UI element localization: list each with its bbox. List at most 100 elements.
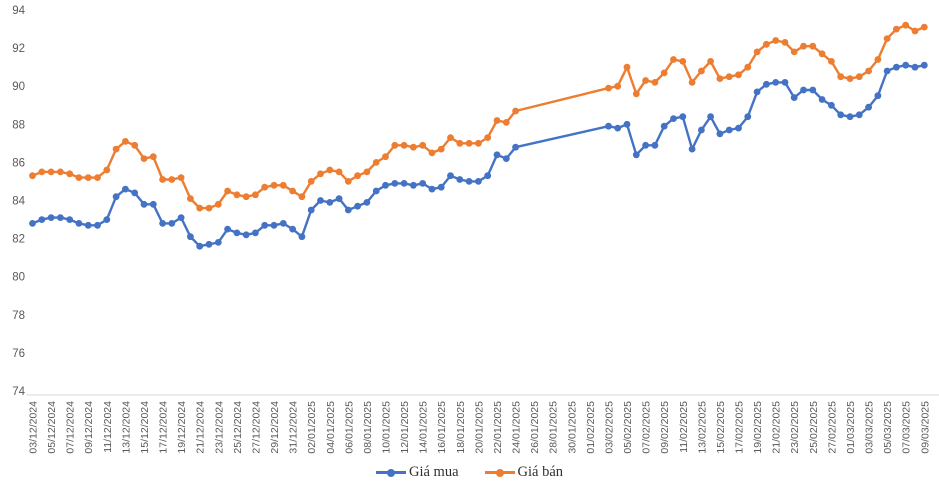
data-point-marker-gia-ban xyxy=(493,117,501,124)
data-point-marker-gia-mua xyxy=(261,221,269,229)
data-point-marker-gia-ban xyxy=(382,153,389,161)
data-point-marker-gia-mua xyxy=(298,233,306,241)
data-point-marker-gia-ban xyxy=(893,25,900,33)
legend-dot-blue xyxy=(386,468,395,477)
y-axis-tick-label: 82 xyxy=(12,234,25,246)
x-axis-tick-label: 03/12/2024 xyxy=(28,401,40,454)
data-point-marker-gia-mua xyxy=(828,101,835,109)
data-point-marker-gia-mua xyxy=(632,151,640,159)
x-axis-tick-label: 05/12/2024 xyxy=(46,401,58,454)
data-point-marker-gia-ban xyxy=(642,77,649,84)
data-point-marker-gia-mua xyxy=(902,61,910,69)
data-point-marker-gia-ban xyxy=(716,75,724,82)
data-point-marker-gia-ban xyxy=(233,191,241,199)
data-point-marker-gia-mua xyxy=(382,181,389,189)
data-point-marker-gia-mua xyxy=(484,172,492,180)
data-point-marker-gia-ban xyxy=(177,174,185,182)
data-point-marker-gia-ban xyxy=(38,168,46,176)
data-point-marker-gia-ban xyxy=(149,153,157,161)
x-axis-tick-label: 20/01/2025 xyxy=(473,401,485,454)
data-point-marker-gia-ban xyxy=(484,134,492,142)
x-axis-tick-label: 19/02/2025 xyxy=(752,401,764,454)
data-point-marker-gia-ban xyxy=(707,58,714,65)
data-point-marker-gia-mua xyxy=(84,221,92,229)
data-point-marker-gia-ban xyxy=(790,48,798,56)
x-axis-tick-label: 25/02/2025 xyxy=(808,401,820,454)
data-point-marker-gia-mua xyxy=(103,216,111,224)
data-point-marker-gia-ban xyxy=(122,138,129,145)
data-point-marker-gia-mua xyxy=(725,126,733,134)
x-axis-tick-label: 07/12/2024 xyxy=(65,401,77,454)
data-point-marker-gia-ban xyxy=(94,174,101,182)
data-point-marker-gia-ban xyxy=(763,40,770,48)
data-point-marker-gia-mua xyxy=(112,193,120,201)
y-axis-tick-label: 90 xyxy=(12,81,25,93)
x-axis-tick-label: 08/01/2025 xyxy=(362,401,374,454)
data-point-marker-gia-mua xyxy=(865,103,872,111)
data-point-marker-gia-ban xyxy=(205,204,213,212)
x-axis-tick-label: 03/02/2025 xyxy=(603,401,615,454)
data-point-marker-gia-mua xyxy=(187,233,194,241)
data-point-marker-gia-ban xyxy=(837,73,845,81)
data-point-marker-gia-mua xyxy=(335,195,343,203)
x-axis-tick-label: 14/01/2025 xyxy=(418,401,430,454)
data-point-marker-gia-mua xyxy=(140,200,148,208)
legend-line-marker-orange xyxy=(484,468,515,477)
data-point-marker-gia-mua xyxy=(326,199,334,206)
data-point-marker-gia-mua xyxy=(502,155,510,163)
data-point-marker-gia-mua xyxy=(614,124,622,132)
data-point-marker-gia-mua xyxy=(493,151,501,159)
x-axis-tick-label: 04/01/2025 xyxy=(325,401,337,454)
data-point-marker-gia-mua xyxy=(233,229,241,237)
data-point-marker-gia-mua xyxy=(196,242,204,250)
x-axis-tick-label: 10/01/2025 xyxy=(381,401,393,454)
data-point-marker-gia-ban xyxy=(289,187,296,195)
data-point-marker-gia-ban xyxy=(465,139,473,147)
x-axis-tick-label: 28/01/2025 xyxy=(548,401,560,454)
data-point-marker-gia-mua xyxy=(512,143,519,151)
x-axis-tick-label: 07/02/2025 xyxy=(641,401,653,454)
data-point-marker-gia-ban xyxy=(920,23,928,31)
data-point-marker-gia-mua xyxy=(428,185,436,193)
data-point-marker-gia-ban xyxy=(781,39,789,46)
data-point-marker-gia-mua xyxy=(679,113,687,121)
data-point-marker-gia-ban xyxy=(261,183,269,191)
data-point-marker-gia-mua xyxy=(159,220,167,227)
data-point-marker-gia-ban xyxy=(326,166,334,174)
data-point-marker-gia-ban xyxy=(614,82,622,90)
x-axis-tick-label: 05/02/2025 xyxy=(622,401,634,454)
x-axis-tick-label: 13/02/2025 xyxy=(696,401,708,454)
data-point-marker-gia-mua xyxy=(419,180,427,187)
data-point-marker-gia-ban xyxy=(75,174,83,182)
x-axis-tick-label: 17/02/2025 xyxy=(734,401,746,454)
data-point-marker-gia-mua xyxy=(465,178,473,185)
data-point-marker-gia-ban xyxy=(410,143,417,151)
data-point-marker-gia-mua xyxy=(391,180,399,187)
data-point-marker-gia-ban xyxy=(400,141,408,149)
data-point-marker-gia-ban xyxy=(865,67,872,75)
data-point-marker-gia-ban xyxy=(670,56,677,63)
x-axis-tick-label: 26/01/2025 xyxy=(529,401,541,454)
data-point-marker-gia-ban xyxy=(242,193,250,201)
data-point-marker-gia-ban xyxy=(651,79,659,86)
x-axis-tick-label: 24/01/2025 xyxy=(511,401,523,454)
data-point-marker-gia-mua xyxy=(410,181,417,189)
data-point-marker-gia-ban xyxy=(883,35,891,42)
data-point-marker-gia-mua xyxy=(642,141,649,149)
data-point-marker-gia-mua xyxy=(874,92,882,100)
data-point-marker-gia-ban xyxy=(270,181,278,189)
data-point-marker-gia-ban xyxy=(168,176,176,183)
x-axis-tick-label: 23/02/2025 xyxy=(789,401,801,454)
x-axis-tick-label: 17/12/2024 xyxy=(158,401,170,454)
data-point-marker-gia-mua xyxy=(763,80,770,88)
data-point-marker-gia-mua xyxy=(753,88,761,96)
data-point-marker-gia-mua xyxy=(47,214,55,222)
data-point-marker-gia-mua xyxy=(605,122,612,130)
data-point-marker-gia-mua xyxy=(224,225,232,233)
data-point-marker-gia-ban xyxy=(29,172,36,180)
data-point-marker-gia-mua xyxy=(122,185,129,193)
data-point-marker-gia-mua xyxy=(242,231,250,239)
data-point-marker-gia-mua xyxy=(38,216,46,224)
x-axis-tick-label: 19/12/2024 xyxy=(176,401,188,454)
